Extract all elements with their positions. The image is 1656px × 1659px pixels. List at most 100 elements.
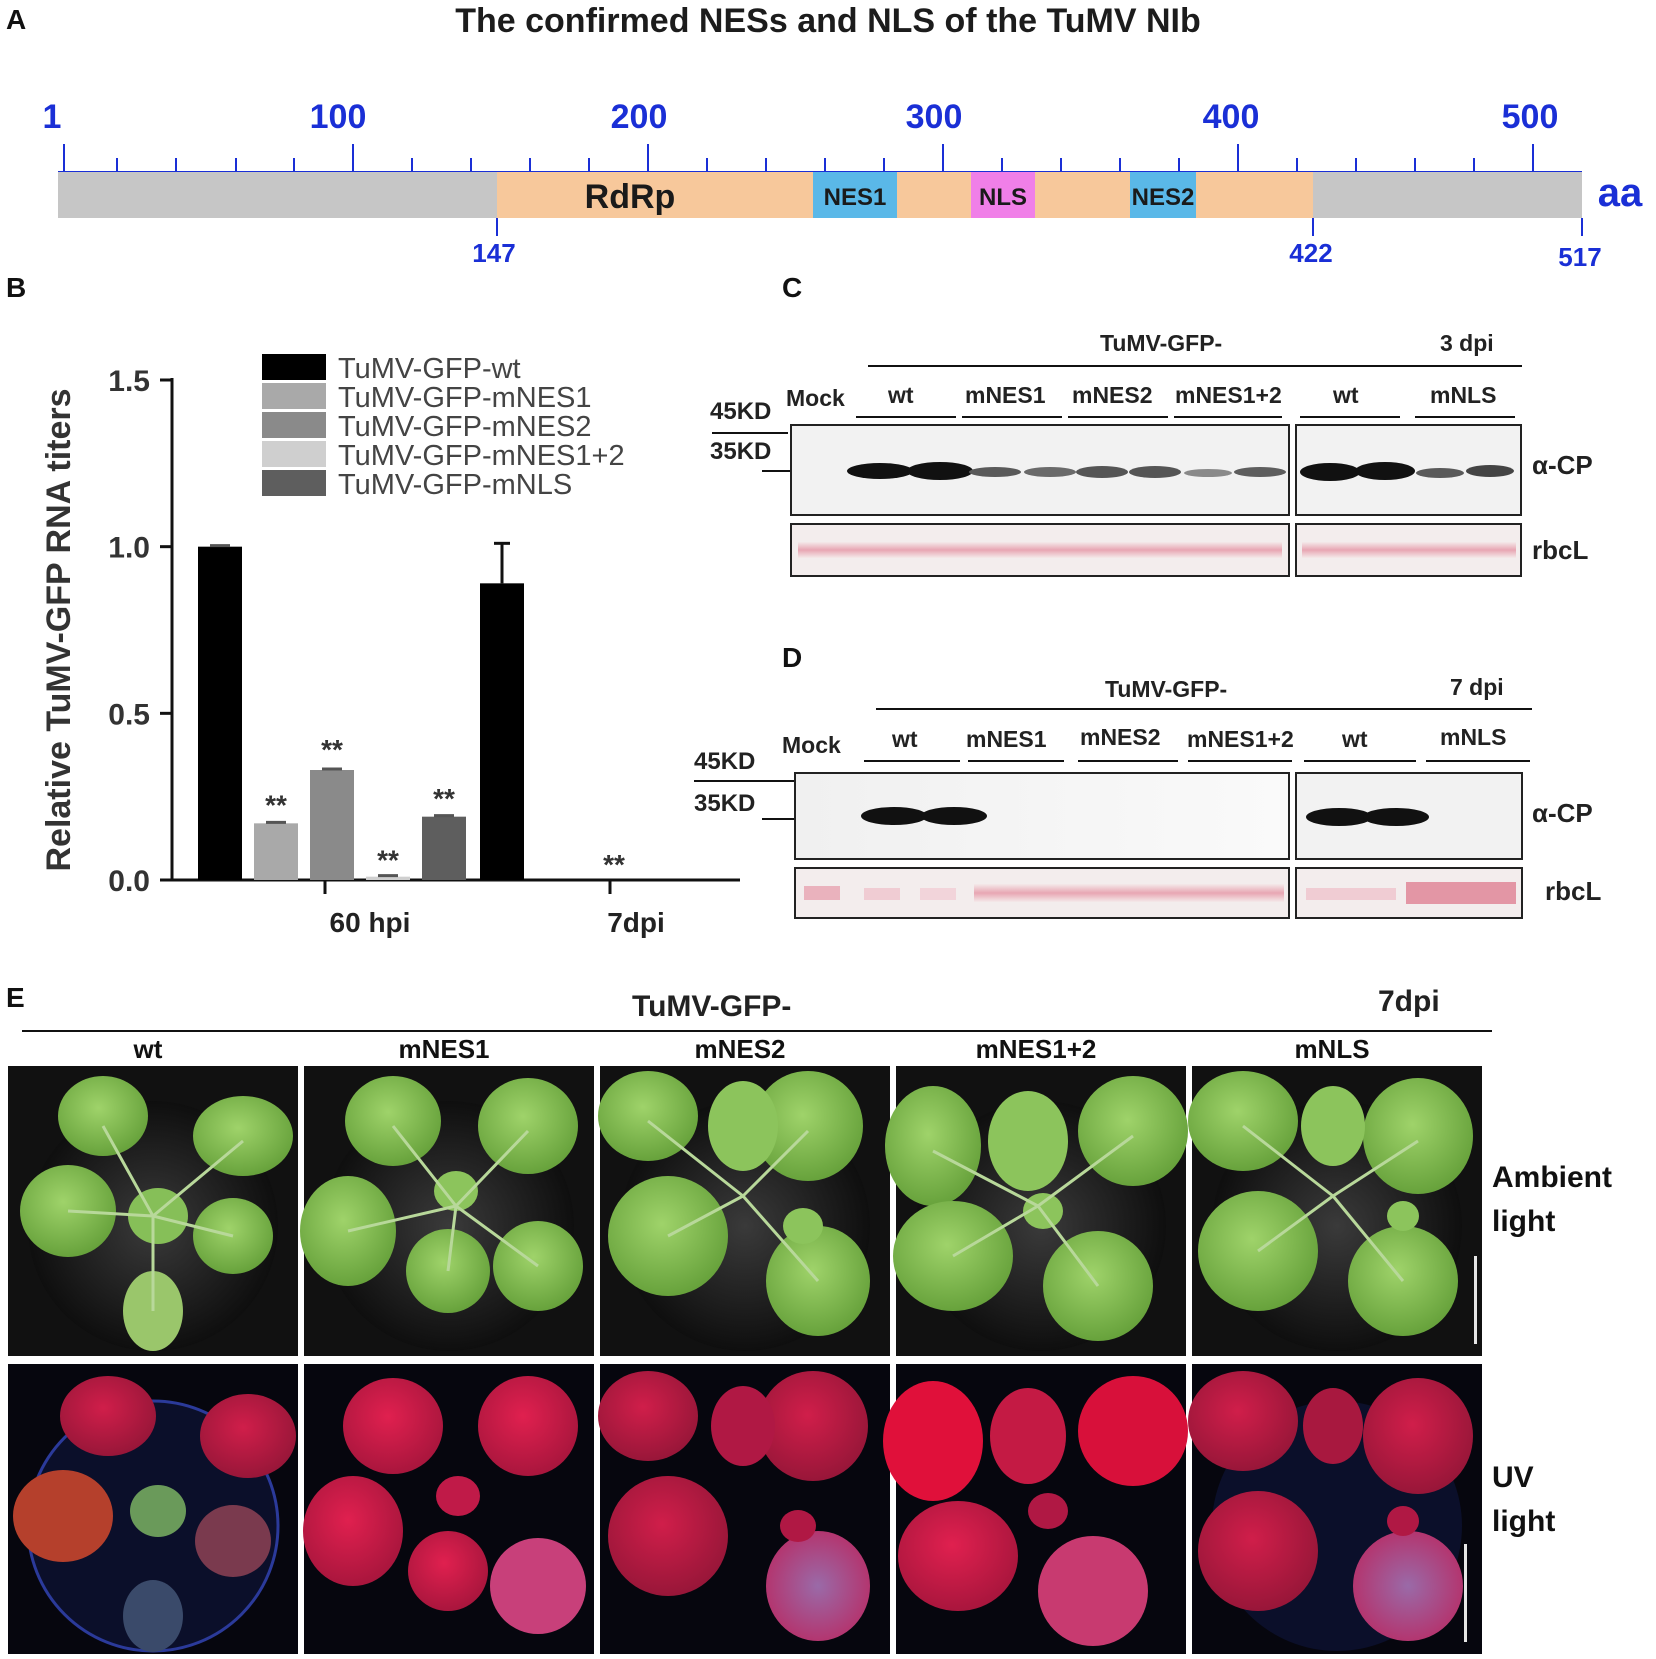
panel-e-letter: E bbox=[6, 982, 25, 1013]
panel-d-lane-mnes12: mNES1+2 bbox=[1187, 726, 1294, 752]
nes2-label: NES2 bbox=[1132, 184, 1195, 211]
unit-label: aa bbox=[1598, 171, 1643, 215]
panel-d-lane-wt: wt bbox=[892, 726, 918, 752]
panel-e-time: 7dpi bbox=[1378, 985, 1440, 1018]
panel-e-header-line bbox=[22, 1030, 1492, 1032]
significance-mark: ** bbox=[603, 849, 625, 880]
tick-label-500: 500 bbox=[1502, 98, 1559, 136]
legend-swatch bbox=[262, 441, 326, 467]
uv-mnes2-photo bbox=[598, 1364, 890, 1654]
tick-label-200: 200 bbox=[611, 98, 668, 136]
bar bbox=[254, 823, 298, 880]
panel-c-lane-wt: wt bbox=[888, 382, 914, 408]
panel-c-lane-wt2: wt bbox=[1333, 382, 1359, 408]
bar bbox=[480, 583, 524, 880]
panel-e-col-wt: wt bbox=[133, 1034, 163, 1064]
nls-motif bbox=[971, 172, 1035, 218]
ambient-mnes12-photo bbox=[885, 1066, 1188, 1356]
bar bbox=[422, 816, 466, 880]
panel-c-letter: C bbox=[782, 272, 803, 303]
y-tick-label: 1.5 bbox=[108, 365, 150, 398]
panel-a-letter: A bbox=[6, 4, 27, 35]
panel-c-header-line bbox=[868, 365, 1522, 367]
panel-c-western-blot bbox=[790, 424, 1522, 577]
ambient-mnls-photo bbox=[1188, 1066, 1482, 1356]
significance-mark: ** bbox=[265, 790, 287, 821]
panel-d-mnls-line bbox=[1426, 760, 1530, 762]
y-tick-label: 0.5 bbox=[108, 698, 150, 731]
panel-d-time: 7 dpi bbox=[1450, 674, 1504, 700]
legend-label: TuMV-GFP-wt bbox=[338, 353, 521, 385]
protein-domain-map: 1 100 200 300 400 500 RdRp bbox=[43, 98, 1643, 272]
panel-d-row-rbcl: rbcL bbox=[1545, 876, 1602, 906]
tick-label-1: 1 bbox=[43, 98, 62, 136]
boundary-517: 517 bbox=[1558, 242, 1601, 272]
panel-c-wt-line bbox=[856, 416, 956, 418]
panel-d-mock: Mock bbox=[782, 732, 841, 758]
legend-label: TuMV-GFP-mNLS bbox=[338, 469, 572, 501]
significance-mark: ** bbox=[433, 783, 455, 814]
panel-d-marker-35: 35KD bbox=[694, 790, 756, 817]
panel-c-lane-mnes2: mNES2 bbox=[1072, 382, 1153, 408]
nes1-motif bbox=[813, 172, 897, 218]
row-label-uv: UV light bbox=[1492, 1461, 1556, 1538]
panel-c-lane-mnls: mNLS bbox=[1430, 382, 1497, 408]
panel-d-row-acp: α-CP bbox=[1532, 798, 1593, 828]
legend-label: TuMV-GFP-mNES2 bbox=[338, 411, 592, 443]
tick-label-400: 400 bbox=[1203, 98, 1260, 136]
bar bbox=[310, 770, 354, 880]
nls-label: NLS bbox=[979, 184, 1027, 211]
panel-e-col-mnes12: mNES1+2 bbox=[975, 1034, 1097, 1064]
y-tick-label: 0.0 bbox=[108, 865, 150, 898]
panel-d-lane-mnes1: mNES1 bbox=[966, 726, 1047, 752]
x-category-label: 7dpi bbox=[607, 907, 665, 938]
panel-d-mnes2-line bbox=[1078, 760, 1178, 762]
panel-d-western-blot bbox=[794, 772, 1523, 919]
y-tick-label: 1.0 bbox=[108, 532, 150, 565]
panel-c-mnes1-line bbox=[962, 416, 1062, 418]
panel-c-row-acp: α-CP bbox=[1532, 450, 1593, 480]
panel-c-marker-35: 35KD bbox=[710, 438, 772, 465]
tick-label-100: 100 bbox=[310, 98, 367, 136]
panel-c-wt2-line bbox=[1300, 416, 1400, 418]
panel-c-header: TuMV-GFP- bbox=[1100, 330, 1223, 356]
panel-d-lane-wt2: wt bbox=[1342, 726, 1368, 752]
panel-e-col-mnls: mNLS bbox=[1294, 1034, 1370, 1064]
panel-d-lane-mnes2: mNES2 bbox=[1080, 724, 1161, 750]
panel-d-wt2-line bbox=[1304, 760, 1416, 762]
tick-label-300: 300 bbox=[906, 98, 963, 136]
uv-mnes12-photo bbox=[883, 1364, 1188, 1654]
panel-c-marker-45: 45KD bbox=[710, 398, 772, 425]
nes2-motif bbox=[1130, 172, 1196, 218]
panel-e-col-mnes2: mNES2 bbox=[694, 1034, 786, 1064]
ambient-wt-photo bbox=[8, 1066, 298, 1356]
ruler-ticks bbox=[63, 144, 1534, 172]
panel-d-mnes1-line bbox=[968, 760, 1064, 762]
panel-d-mnes12-line bbox=[1188, 760, 1292, 762]
panel-c-time: 3 dpi bbox=[1440, 330, 1494, 356]
panel-c-mock: Mock bbox=[786, 385, 845, 411]
panel-c-lane-mnes12: mNES1+2 bbox=[1175, 382, 1282, 408]
legend-swatch bbox=[262, 470, 326, 496]
panel-d-header-line bbox=[876, 708, 1532, 710]
rdrp-label: RdRp bbox=[585, 178, 676, 216]
panel-c-mnes2-line bbox=[1068, 416, 1168, 418]
ambient-mnes2-photo bbox=[598, 1066, 890, 1356]
panel-d-wt-line bbox=[864, 760, 960, 762]
uv-mnes1-photo bbox=[303, 1364, 594, 1654]
panel-b-letter: B bbox=[6, 272, 27, 303]
panel-a-title: The confirmed NESs and NLS of the TuMV N… bbox=[455, 2, 1201, 40]
uv-wt-photo bbox=[8, 1364, 298, 1654]
row-label-ambient: Ambient light bbox=[1492, 1161, 1612, 1238]
legend-label: TuMV-GFP-mNES1+2 bbox=[338, 440, 625, 472]
panel-c-mnes12-line bbox=[1174, 416, 1282, 418]
rna-titer-bar-chart: 0.0 0.5 1.0 1.5 Relative TuMV-GFP RNA titers… bbox=[40, 353, 740, 938]
panel-d-header: TuMV-GFP- bbox=[1105, 676, 1228, 702]
plant-photo-grid bbox=[8, 1066, 1482, 1654]
panel-c-row-rbcl: rbcL bbox=[1532, 535, 1589, 565]
legend-swatch bbox=[262, 354, 326, 380]
nes1-label: NES1 bbox=[824, 184, 887, 211]
panel-c-mnls-line bbox=[1415, 416, 1515, 418]
boundary-422: 422 bbox=[1289, 238, 1332, 268]
uv-mnls-photo bbox=[1188, 1364, 1482, 1654]
